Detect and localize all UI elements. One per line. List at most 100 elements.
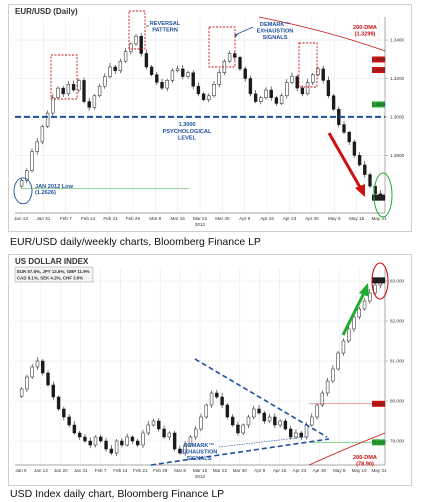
price-marker-label: 1.3244: [371, 68, 385, 73]
candle-body: [170, 70, 175, 81]
high-circle: [371, 262, 389, 300]
up-arrow-shaft: [341, 290, 367, 336]
signal-box: [128, 10, 146, 50]
candle-body: [373, 284, 377, 294]
candle-body: [311, 74, 315, 83]
candle-body: [362, 300, 367, 310]
candle-body: [285, 82, 289, 97]
candle-body: [341, 340, 346, 354]
down-arrow-head: [355, 184, 365, 197]
candle-body: [212, 84, 216, 97]
candle-body: [325, 380, 330, 394]
candle-body: [35, 360, 40, 368]
demark-label: DEMARK™ EXHAUSTION SIGNALS: [181, 443, 218, 462]
candle-body: [109, 448, 114, 454]
candle-body: [191, 72, 195, 87]
candle-body: [83, 436, 87, 442]
candle-body: [288, 428, 293, 438]
candle-body: [178, 448, 182, 454]
candle-body: [331, 368, 335, 382]
eurusd-chart-panel: 1.2800 1.3000 1.3200 1.3400 Jan 13 Jan 31 Feb …: [8, 4, 412, 232]
price-marker-label: 1.3065: [371, 102, 385, 107]
candle-body: [113, 66, 117, 72]
candle-body: [67, 416, 71, 426]
candle-body: [246, 416, 251, 426]
candle-body: [129, 43, 133, 52]
jan-low-circle: [13, 177, 33, 205]
price-marker: [372, 194, 385, 201]
demark-arrowhead: [234, 34, 238, 37]
candle-body: [217, 72, 221, 85]
eurusd-caption: EUR/USD daily/weekly charts, Bloomberg F…: [10, 236, 261, 248]
candle-body: [56, 87, 60, 98]
x-tick-label: Feb 7: [60, 216, 72, 221]
candle-body: [262, 412, 267, 422]
x-tick-label: Mar 8: [149, 216, 161, 221]
candle-body: [188, 436, 193, 446]
x-tick-label: Feb 29: [153, 468, 168, 473]
demark-pointer: [218, 436, 306, 448]
psych-level-value: 1.3000: [178, 122, 195, 128]
x-tick-label: Jan 20: [54, 468, 68, 473]
x-tick-label: Jan 31: [74, 468, 88, 473]
candle-body: [61, 87, 65, 95]
x-year-label: 2012: [195, 474, 206, 479]
candle-body: [162, 428, 166, 438]
candle-body: [241, 424, 245, 434]
candle-body: [66, 84, 71, 95]
candle-body: [368, 292, 372, 302]
dxy-caption: USD Index daily chart, Bloomberg Finance…: [10, 488, 225, 500]
candle-body: [207, 95, 211, 100]
y-tick-label: 79.000: [390, 439, 404, 444]
candle-body: [56, 396, 61, 410]
chart-background: [9, 5, 411, 231]
x-tick-label: Feb 21: [103, 216, 118, 221]
candle-body: [35, 141, 39, 152]
jan-low-label: JAN 2012 Low (1.2626): [35, 184, 74, 196]
candle-body: [352, 316, 356, 330]
candle-body: [146, 424, 150, 434]
candle-body: [62, 408, 66, 418]
candle-body: [160, 82, 164, 89]
x-tick-label: Apr 9: [239, 216, 250, 221]
x-tick-label: Apr 16: [273, 468, 287, 473]
candle-body: [201, 93, 206, 100]
dma-label: 200-DMA (78.90): [353, 455, 377, 467]
candle-body: [141, 432, 145, 446]
x-tick-label: May 15: [352, 468, 368, 473]
candle-body: [165, 80, 169, 89]
eurusd-chart-svg: 1.2800 1.3000 1.3200 1.3400 Jan 13 Jan 31 Feb …: [9, 5, 411, 231]
candle-body: [172, 432, 177, 450]
candle-body: [30, 366, 34, 378]
candle-body: [227, 53, 232, 62]
candle-body: [267, 416, 272, 422]
x-tick-label: May 15: [349, 216, 365, 221]
x-tick-label: Apr 30: [305, 216, 319, 221]
legend-box: [14, 266, 94, 283]
candle-body: [123, 51, 128, 62]
candle-body: [294, 432, 298, 438]
x-tick-label: Jan 6: [15, 468, 27, 473]
candle-body: [252, 408, 256, 418]
x-tick-label: Feb 7: [95, 468, 107, 473]
candle-body: [209, 392, 214, 406]
candle-body: [304, 424, 309, 438]
candle-body: [347, 328, 351, 342]
price-marker-label: 1.2580: [371, 195, 385, 200]
candle-body: [120, 440, 124, 446]
dma-line: [308, 432, 386, 466]
price-marker: [372, 67, 385, 74]
candle-body: [108, 66, 112, 77]
candle-body: [183, 444, 187, 454]
x-tick-label: Apr 23: [293, 468, 307, 473]
candle-body: [279, 95, 284, 104]
candle-body: [72, 424, 77, 434]
candle-body: [264, 89, 268, 98]
candle-body: [144, 53, 149, 68]
candle-body: [88, 440, 92, 446]
candle-body: [93, 436, 98, 446]
price-marker: [372, 56, 385, 63]
dma-label: 200-DMA (1.3299): [353, 25, 377, 37]
y-tick-label: 80.000: [390, 399, 404, 404]
candle-body: [167, 432, 172, 438]
